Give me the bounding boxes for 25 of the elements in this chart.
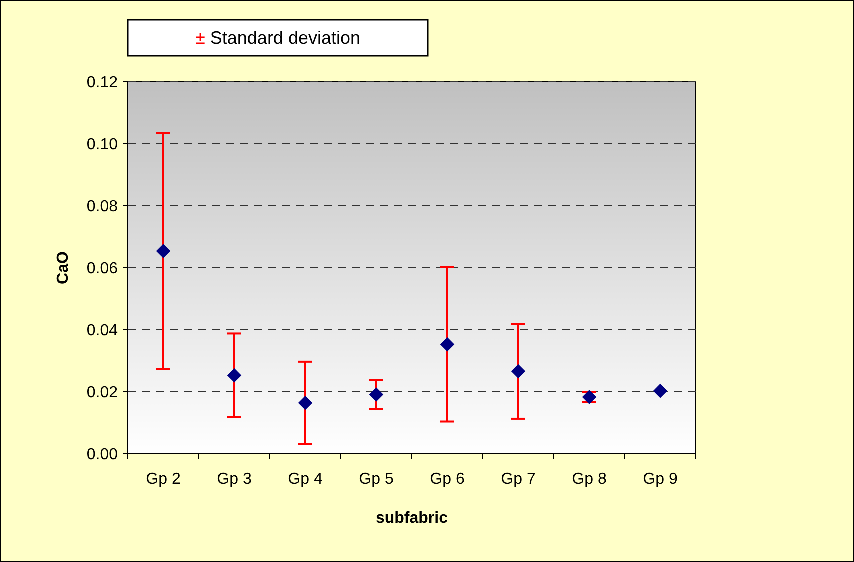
y-tick-label: 0.02 bbox=[86, 384, 118, 402]
x-tick-label: Gp 8 bbox=[572, 471, 607, 488]
x-tick-label: Gp 2 bbox=[146, 471, 181, 488]
x-tick-label: Gp 3 bbox=[217, 471, 252, 488]
x-tick-label: Gp 7 bbox=[501, 471, 536, 488]
x-tick-label: Gp 5 bbox=[359, 471, 394, 488]
y-tick-label: 0.06 bbox=[86, 260, 118, 278]
y-tick-label: 0.10 bbox=[86, 136, 118, 154]
point bbox=[156, 244, 171, 258]
x-tick-label: Gp 6 bbox=[430, 471, 465, 488]
point bbox=[653, 384, 668, 398]
point bbox=[227, 368, 242, 383]
point bbox=[369, 388, 384, 402]
y-tick-label: 0.04 bbox=[86, 322, 118, 340]
point bbox=[298, 396, 313, 410]
x-tick-label: Gp 4 bbox=[288, 471, 323, 488]
y-tick-label: 0.12 bbox=[86, 74, 118, 92]
point bbox=[440, 337, 455, 352]
text: ± Standard deviation bbox=[196, 28, 360, 48]
y-tick-label: 0.00 bbox=[86, 446, 118, 464]
y-axis-title: CaO bbox=[55, 252, 72, 284]
point bbox=[511, 364, 526, 379]
y-tick-label: 0.08 bbox=[86, 198, 118, 216]
x-tick-label: Gp 9 bbox=[643, 471, 678, 488]
x-axis-title: subfabric bbox=[376, 510, 448, 527]
